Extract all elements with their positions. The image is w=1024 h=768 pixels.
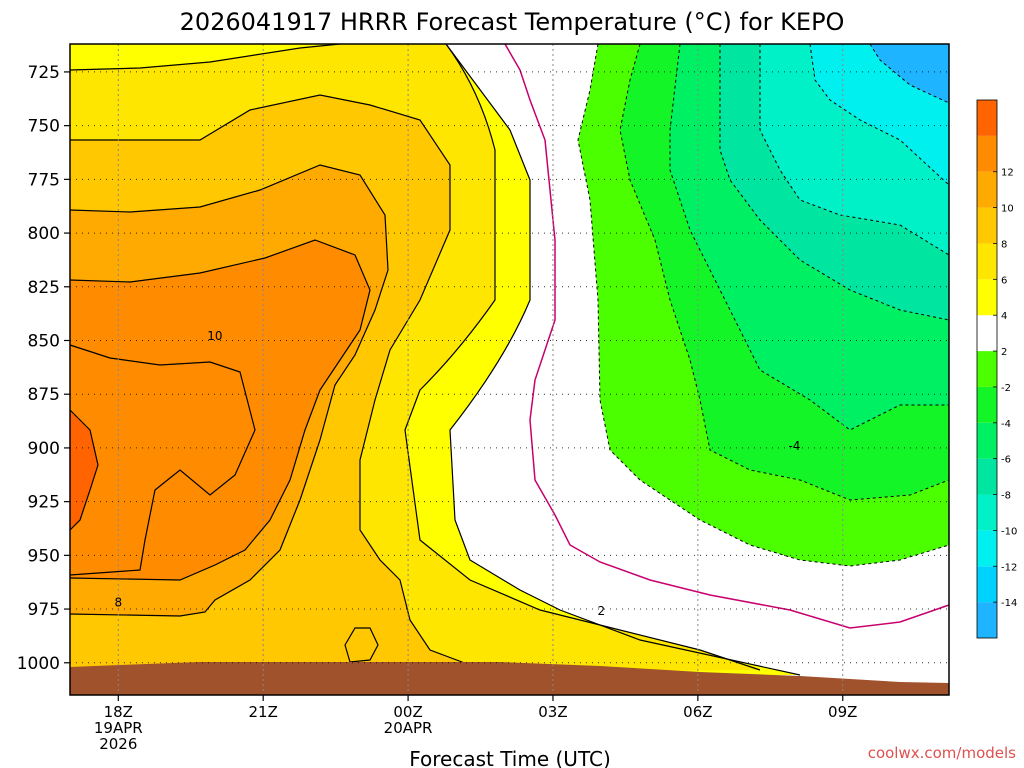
colorbar-swatch — [977, 494, 997, 531]
x-tick-label: 03Z — [538, 703, 567, 721]
contour-labels: 10 8 2 -4 — [114, 329, 800, 618]
contour-line-neg-4 — [619, 43, 950, 501]
x-tick-label: 19APR — [94, 719, 143, 737]
y-tick-label: 850 — [28, 331, 60, 351]
fill-region-cold-14 — [870, 44, 949, 103]
colorbar-swatch — [977, 530, 997, 567]
colorbar-swatch — [977, 602, 997, 638]
plot-area — [69, 43, 950, 695]
fill-region-warm-12 — [70, 240, 370, 580]
colorbar-tick-label: -12 — [1001, 562, 1017, 573]
contour-line-neg-6 — [669, 43, 949, 431]
y-tick-label: 975 — [28, 600, 60, 620]
x-tick-label: 20APR — [384, 719, 433, 737]
contour-line-12-inner — [69, 344, 256, 576]
terrain-fill — [70, 662, 949, 695]
colorbar-swatch — [977, 566, 997, 603]
fill-region-warm-14-core — [70, 410, 98, 530]
y-tick-label: 875 — [28, 385, 60, 405]
contour-line-10 — [69, 164, 389, 617]
colorbar: -14 -12 -10 -8 -6 -4 -2 2 4 6 8 10 12 — [976, 99, 1017, 639]
x-tick-label: 00Z — [393, 703, 422, 721]
contour-line-2 — [445, 43, 801, 676]
contour-line-14 — [69, 409, 99, 531]
plot-frame — [69, 43, 950, 696]
colorbar-swatch — [977, 279, 997, 316]
y-tick-label: 775 — [28, 170, 60, 190]
x-tick-label: 2026 — [99, 735, 137, 753]
contour-label: 10 — [207, 329, 222, 343]
colorbar-tick-label: 10 — [1001, 204, 1014, 215]
colorbar-tick-label: 12 — [1001, 168, 1014, 179]
contour-label: -4 — [788, 439, 800, 453]
x-tick-label: 21Z — [248, 703, 277, 721]
y-tick-label: 750 — [28, 117, 60, 137]
y-tick-label: 900 — [28, 439, 60, 459]
colorbar-tick-label: -2 — [1001, 383, 1011, 394]
colorbar-frame — [976, 99, 998, 639]
contour-line-neg-12 — [809, 43, 950, 186]
colorbar-swatch — [977, 100, 997, 136]
colorbar-tick-label: -6 — [1001, 455, 1011, 466]
colorbar-swatch — [977, 386, 997, 423]
colorbar-swatch — [977, 315, 997, 352]
colorbar-tick-label: -8 — [1001, 491, 1011, 502]
contour-line-6 — [69, 43, 761, 671]
y-tick-label: 950 — [28, 546, 60, 566]
x-tick-label: 18Z — [104, 703, 133, 721]
contour-label: 2 — [597, 604, 605, 618]
y-axis: 725 750 775 800 825 850 875 900 925 950 975 1000 — [17, 63, 70, 674]
contour-line-neg-14 — [869, 43, 950, 104]
colorbar-tick-label: 4 — [1001, 311, 1007, 322]
credit-label: coolwx.com/models — [868, 744, 1016, 762]
x-tick-label: 09Z — [828, 703, 857, 721]
contour-label: 8 — [114, 596, 122, 610]
y-tick-label: 825 — [28, 278, 60, 298]
y-tick-label: 925 — [28, 493, 60, 513]
colorbar-tick-label: -10 — [1001, 526, 1017, 537]
colorbar-tick-label: 8 — [1001, 239, 1007, 250]
y-tick-label: 725 — [28, 63, 60, 83]
colorbar-swatch — [977, 458, 997, 495]
contour-line-8 — [70, 94, 471, 666]
contour-line-neg-2 — [577, 43, 950, 567]
colorbar-swatch — [977, 243, 997, 280]
colorbar-tick-label: -4 — [1001, 419, 1011, 430]
colorbar-swatch — [977, 135, 997, 172]
contour-line-0 — [504, 43, 950, 629]
gridlines — [70, 44, 949, 695]
y-tick-label: 800 — [28, 224, 60, 244]
y-tick-label: 1000 — [17, 654, 60, 674]
x-axis-label: Forecast Time (UTC) — [409, 747, 611, 768]
colorbar-swatch — [977, 207, 997, 244]
colorbar-swatch — [977, 422, 997, 459]
chart-title: 2026041917 HRRR Forecast Temperature (°C… — [180, 8, 845, 36]
colorbar-tick-label: 2 — [1001, 347, 1007, 358]
colorbar-tick-label: -14 — [1001, 598, 1017, 609]
colorbar-tick-label: 6 — [1001, 275, 1007, 286]
contour-line-neg-10 — [759, 44, 950, 256]
x-tick-label: 06Z — [683, 703, 712, 721]
colorbar-swatch — [977, 171, 997, 208]
colorbar-swatch — [977, 351, 997, 387]
contour-line-12 — [69, 239, 371, 581]
